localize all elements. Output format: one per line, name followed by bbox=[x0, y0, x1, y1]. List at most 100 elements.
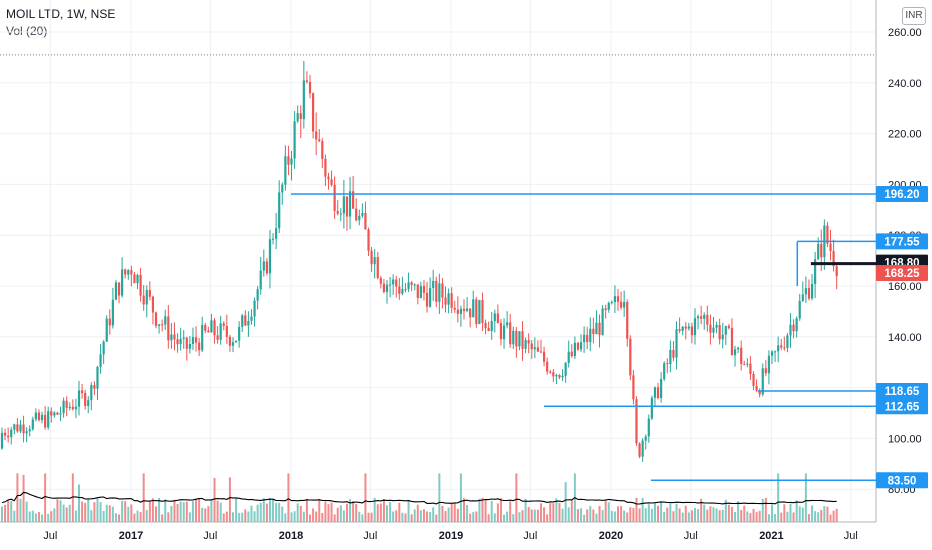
candle-body bbox=[25, 431, 28, 434]
volume-bar bbox=[16, 473, 19, 522]
volume-bar bbox=[638, 508, 641, 522]
candle-body bbox=[703, 314, 706, 319]
candle-body bbox=[395, 279, 398, 287]
candle-body bbox=[222, 323, 225, 326]
volume-bar bbox=[68, 504, 71, 522]
volume-bar bbox=[235, 498, 238, 522]
candle-body bbox=[623, 301, 626, 308]
candle-body bbox=[653, 387, 657, 398]
candle-body bbox=[527, 340, 530, 344]
volume-bar bbox=[629, 507, 632, 522]
volume-bar bbox=[589, 506, 592, 522]
candle-body bbox=[419, 286, 422, 299]
candle-body bbox=[151, 296, 155, 313]
candle-body bbox=[3, 432, 7, 436]
candle-body bbox=[342, 196, 345, 214]
volume-bar bbox=[490, 500, 493, 522]
volume-bar bbox=[105, 504, 108, 522]
volume-bar bbox=[191, 501, 194, 522]
volume-bar bbox=[478, 498, 481, 522]
candle-body bbox=[47, 411, 50, 428]
candle-body bbox=[210, 320, 213, 333]
candle-body bbox=[570, 351, 573, 357]
candle-body bbox=[447, 293, 450, 305]
candle-body bbox=[687, 326, 690, 329]
volume-bar bbox=[727, 504, 730, 522]
candle-body bbox=[355, 208, 358, 221]
volume-bar bbox=[564, 482, 567, 522]
candle-body bbox=[311, 93, 315, 132]
volume-bar bbox=[820, 510, 823, 522]
candle-body bbox=[271, 238, 275, 240]
candle-body bbox=[826, 225, 829, 244]
volume-bar bbox=[475, 511, 478, 522]
volume-bar bbox=[804, 473, 807, 522]
volume-bar bbox=[37, 512, 40, 522]
volume-bar bbox=[284, 513, 287, 522]
candle-body bbox=[154, 312, 158, 326]
volume-bar bbox=[459, 473, 462, 522]
candle-body bbox=[669, 349, 672, 365]
volume-bar bbox=[509, 501, 512, 522]
volume-bar bbox=[561, 508, 564, 522]
candle-body bbox=[157, 324, 161, 326]
candle-body bbox=[281, 184, 284, 193]
volume-bar bbox=[321, 512, 324, 522]
volume-bar bbox=[598, 506, 601, 522]
volume-bar bbox=[53, 508, 56, 522]
candle-body bbox=[472, 299, 475, 318]
volume-bar bbox=[392, 511, 395, 522]
volume-bar bbox=[487, 514, 490, 522]
candle-body bbox=[644, 436, 647, 441]
candle-body bbox=[592, 328, 595, 335]
volume-bar bbox=[512, 514, 515, 522]
candle-body bbox=[478, 300, 481, 324]
price-badge-label: 177.55 bbox=[884, 236, 920, 248]
candle-body bbox=[84, 392, 87, 407]
candle-body bbox=[348, 191, 352, 217]
volume-bar bbox=[771, 504, 773, 522]
candle-body bbox=[336, 210, 339, 214]
candle-body bbox=[284, 156, 287, 185]
currency-label[interactable]: INR bbox=[902, 7, 926, 25]
volume-bar bbox=[419, 510, 422, 522]
candle-body bbox=[318, 139, 321, 142]
volume-bar bbox=[709, 506, 712, 522]
candle-body bbox=[453, 307, 456, 310]
candle-body bbox=[308, 81, 312, 94]
candle-body bbox=[675, 329, 678, 358]
volume-bar bbox=[201, 507, 204, 522]
candle-body bbox=[684, 326, 687, 329]
candle-body bbox=[678, 329, 681, 331]
volume-bar bbox=[700, 498, 703, 522]
price-badge-label: 83.50 bbox=[888, 475, 917, 487]
volume-bar bbox=[653, 503, 656, 522]
candle-body bbox=[31, 419, 34, 430]
volume-bar bbox=[570, 500, 573, 522]
volume-bar bbox=[84, 502, 87, 522]
volume-bar bbox=[657, 505, 660, 522]
candle-body bbox=[539, 351, 543, 353]
candle-body bbox=[770, 351, 774, 356]
volume-bar bbox=[330, 502, 333, 522]
candle-body bbox=[573, 342, 576, 357]
candle-body bbox=[693, 318, 697, 336]
volume-bar bbox=[817, 512, 820, 522]
volume-bar bbox=[786, 511, 789, 522]
volume-bar bbox=[521, 510, 524, 522]
volume-bar bbox=[734, 512, 737, 522]
volume-bar bbox=[241, 512, 244, 522]
volume-bar bbox=[601, 510, 604, 522]
candle-body bbox=[191, 337, 195, 344]
volume-bar bbox=[114, 513, 117, 522]
volume-bar bbox=[660, 500, 663, 522]
candle-body bbox=[786, 335, 789, 349]
candle-body bbox=[13, 424, 16, 430]
volume-bar bbox=[342, 510, 345, 522]
candle-body bbox=[201, 324, 204, 351]
candle-body bbox=[345, 196, 349, 217]
candle-body bbox=[0, 432, 4, 449]
candle-body bbox=[589, 328, 592, 343]
volume-bar bbox=[499, 498, 502, 522]
